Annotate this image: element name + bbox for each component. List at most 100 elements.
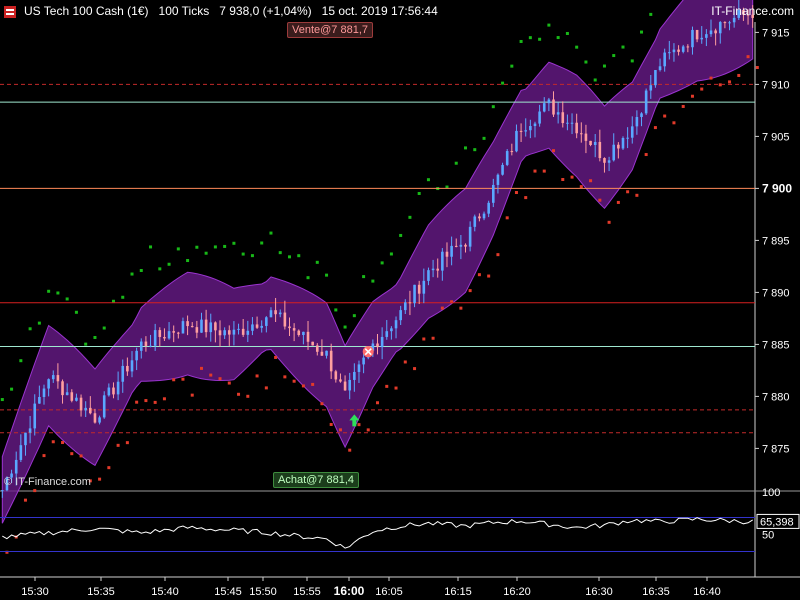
stop-dot-lower <box>635 193 639 197</box>
candle-body <box>580 133 583 135</box>
candle-body <box>640 113 643 118</box>
stop-dot-lower <box>718 83 722 87</box>
stop-dot-upper <box>630 59 634 63</box>
stop-dot-upper <box>371 279 375 283</box>
stop-dot-lower <box>459 306 463 310</box>
candle-body <box>677 49 680 52</box>
candle-body <box>658 66 662 71</box>
candle-body <box>265 317 268 326</box>
stop-dot-lower <box>607 220 611 224</box>
candle-body <box>269 310 273 318</box>
time-tick-label: 16:30 <box>585 586 613 598</box>
time-tick-label: 15:50 <box>249 586 277 598</box>
time-tick-label: 15:30 <box>21 586 49 598</box>
candle-body <box>491 184 495 203</box>
stop-dot-upper <box>56 291 60 295</box>
stop-dot-upper <box>287 255 291 259</box>
price-tick-label: 7 905 <box>762 131 790 143</box>
candle-body <box>454 245 458 247</box>
candle-body <box>288 326 291 329</box>
stop-dot-upper <box>195 245 199 249</box>
candle-body <box>691 29 694 48</box>
candle-body <box>200 319 203 333</box>
time-tick-label: 15:35 <box>87 586 115 598</box>
stop-dot-upper <box>167 262 171 266</box>
watermark: © IT-Finance.com <box>4 476 91 488</box>
stop-dot-lower <box>98 477 102 481</box>
candle-body <box>552 99 555 115</box>
candle-body <box>357 364 361 372</box>
candle-body <box>362 357 365 365</box>
stop-dot-lower <box>728 80 732 84</box>
candle-body <box>172 331 175 333</box>
stop-dot-upper <box>501 81 505 85</box>
stop-dot-lower <box>88 479 92 483</box>
candle-body <box>515 130 518 152</box>
stop-dot-upper <box>213 245 217 249</box>
stop-dot-upper <box>260 241 264 245</box>
stop-dot-lower <box>570 175 574 179</box>
candle-body <box>505 151 509 165</box>
candle-body <box>542 103 546 112</box>
stop-dot-lower <box>431 336 435 340</box>
stop-dot-upper <box>19 359 23 363</box>
price-tick-label: 7 915 <box>762 27 790 39</box>
candle-body <box>403 302 407 311</box>
candle-body <box>742 10 745 15</box>
stop-dot-upper <box>84 342 88 346</box>
price-tick-label: 7 890 <box>762 287 790 299</box>
candle-body <box>218 330 222 336</box>
candle-body <box>343 381 347 391</box>
stop-dot-lower <box>653 126 657 130</box>
candle-body <box>255 324 259 328</box>
stop-dot-lower <box>70 452 74 456</box>
stop-dot-lower <box>311 382 315 386</box>
candle-body <box>311 341 314 346</box>
candle-body <box>56 375 60 382</box>
candle-body <box>302 331 305 336</box>
stop-dot-upper <box>649 12 653 16</box>
stop-dot-upper <box>232 241 236 245</box>
stop-dot-lower <box>348 448 352 452</box>
candle-body <box>195 327 199 333</box>
rsi-tick-label: 100 <box>762 487 780 499</box>
candle-body <box>65 392 69 396</box>
stop-dot-lower <box>709 76 713 80</box>
candle-body <box>19 445 23 460</box>
stop-dot-lower <box>218 377 222 381</box>
stop-dot-upper <box>269 231 273 235</box>
stop-dot-upper <box>278 251 282 255</box>
stop-dot-upper <box>510 64 514 68</box>
candle-body <box>190 326 194 328</box>
candle-body <box>431 268 435 271</box>
stop-dot-lower <box>144 399 148 403</box>
candle-body <box>79 397 83 411</box>
stop-dot-upper <box>176 247 180 251</box>
candle-body <box>487 202 490 214</box>
stop-dot-lower <box>153 400 157 404</box>
stop-dot-lower <box>329 422 333 426</box>
stop-dot-lower <box>505 216 509 220</box>
stop-dot-lower <box>61 441 65 445</box>
candle-body <box>635 117 639 127</box>
stop-dot-upper <box>297 254 301 258</box>
time-tick-label: 16:20 <box>503 586 531 598</box>
candle-body <box>612 144 616 161</box>
candle-body <box>746 14 750 16</box>
candle-body <box>575 122 578 134</box>
stop-dot-upper <box>158 267 162 271</box>
stop-dot-lower <box>663 114 667 118</box>
candle-body <box>436 268 440 271</box>
candle-body <box>695 29 699 40</box>
stop-dot-lower <box>51 440 55 444</box>
candle-body <box>723 22 727 24</box>
stop-dot-upper <box>325 273 329 277</box>
stop-dot-upper <box>612 54 616 58</box>
stop-dot-upper <box>28 327 32 331</box>
stop-dot-lower <box>227 381 231 385</box>
stop-dot-lower <box>524 196 528 200</box>
stop-dot-upper <box>223 244 227 248</box>
stop-dot-upper <box>74 310 78 314</box>
stop-dot-upper <box>362 275 366 279</box>
